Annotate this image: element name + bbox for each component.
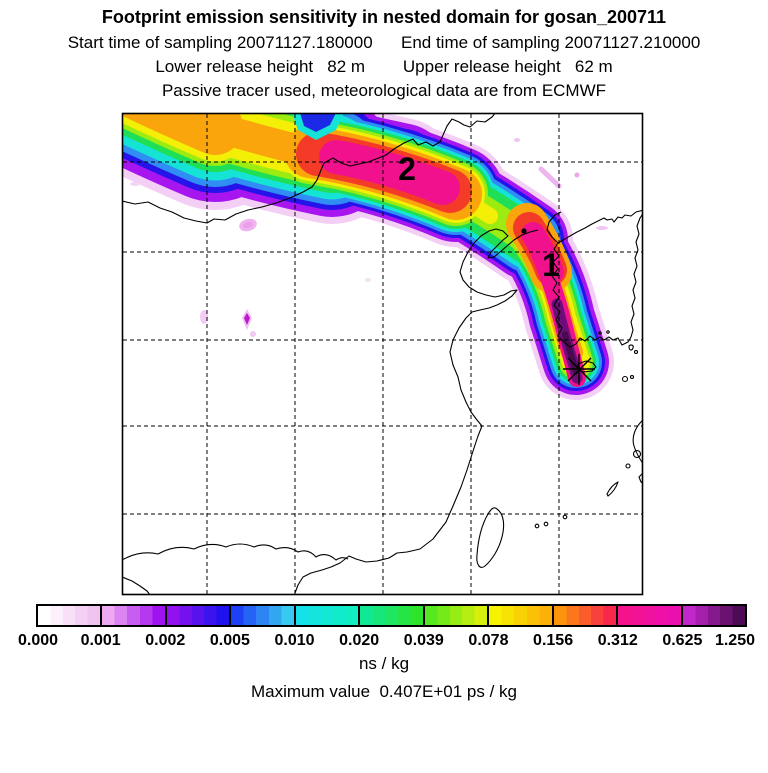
colorbar-tick: 0.039	[403, 632, 444, 649]
coastlines	[123, 114, 642, 594]
stray-sensitivity-blobs	[130, 138, 608, 337]
colorbar-tick: 0.312	[597, 632, 638, 649]
colorbar-segment	[422, 606, 488, 625]
colorbar-segment	[487, 606, 552, 625]
marker-label-1: 1	[542, 247, 560, 283]
colorbar-tick: 0.005	[209, 632, 250, 649]
sampling-times-line: Start time of sampling 20071127.180000 E…	[67, 33, 701, 52]
plume-layers	[123, 114, 614, 400]
colorbar-unit: ns / kg	[358, 654, 410, 673]
colorbar-segment	[293, 606, 359, 625]
colorbar-tick-labels: 0.000 0.001 0.002 0.005 0.010 0.020 0.039 0.078…	[18, 632, 755, 650]
colorbar-tick: 0.078	[468, 632, 509, 649]
graticule-grid	[123, 114, 642, 594]
city-dot	[521, 228, 527, 234]
plot-title: Footprint emission sensitivity in nested…	[101, 7, 667, 27]
map-frame	[121, 112, 644, 596]
colorbar-tick: 0.002	[145, 632, 186, 649]
colorbar-tick: 0.000	[17, 632, 59, 649]
colorbar	[36, 604, 747, 627]
colorbar-tick: 0.156	[533, 632, 574, 649]
colorbar-segment	[358, 606, 423, 625]
release-heights-line: Lower release height 82 m Upper release …	[155, 57, 613, 76]
colorbar-segment	[680, 606, 745, 625]
colorbar-segment	[100, 606, 165, 625]
colorbar-segment	[38, 606, 101, 625]
colorbar-segment	[551, 606, 617, 625]
colorbar-tick: 0.010	[274, 632, 315, 649]
colorbar-tick: 0.001	[80, 632, 121, 649]
colorbar-segment	[164, 606, 230, 625]
colorbar-segment	[616, 606, 681, 625]
colorbar-tick: 0.020	[339, 632, 380, 649]
maximum-value-line: Maximum value 0.407E+01 ps / kg	[251, 682, 517, 701]
colorbar-segment	[229, 606, 294, 625]
colorbar-tick: 1.250	[714, 632, 756, 649]
tracer-info-line: Passive tracer used, meteorological data…	[161, 81, 607, 100]
station-star-marker	[563, 354, 595, 385]
colorbar-tick: 0.625	[662, 632, 703, 649]
marker-label-2: 2	[398, 151, 416, 187]
